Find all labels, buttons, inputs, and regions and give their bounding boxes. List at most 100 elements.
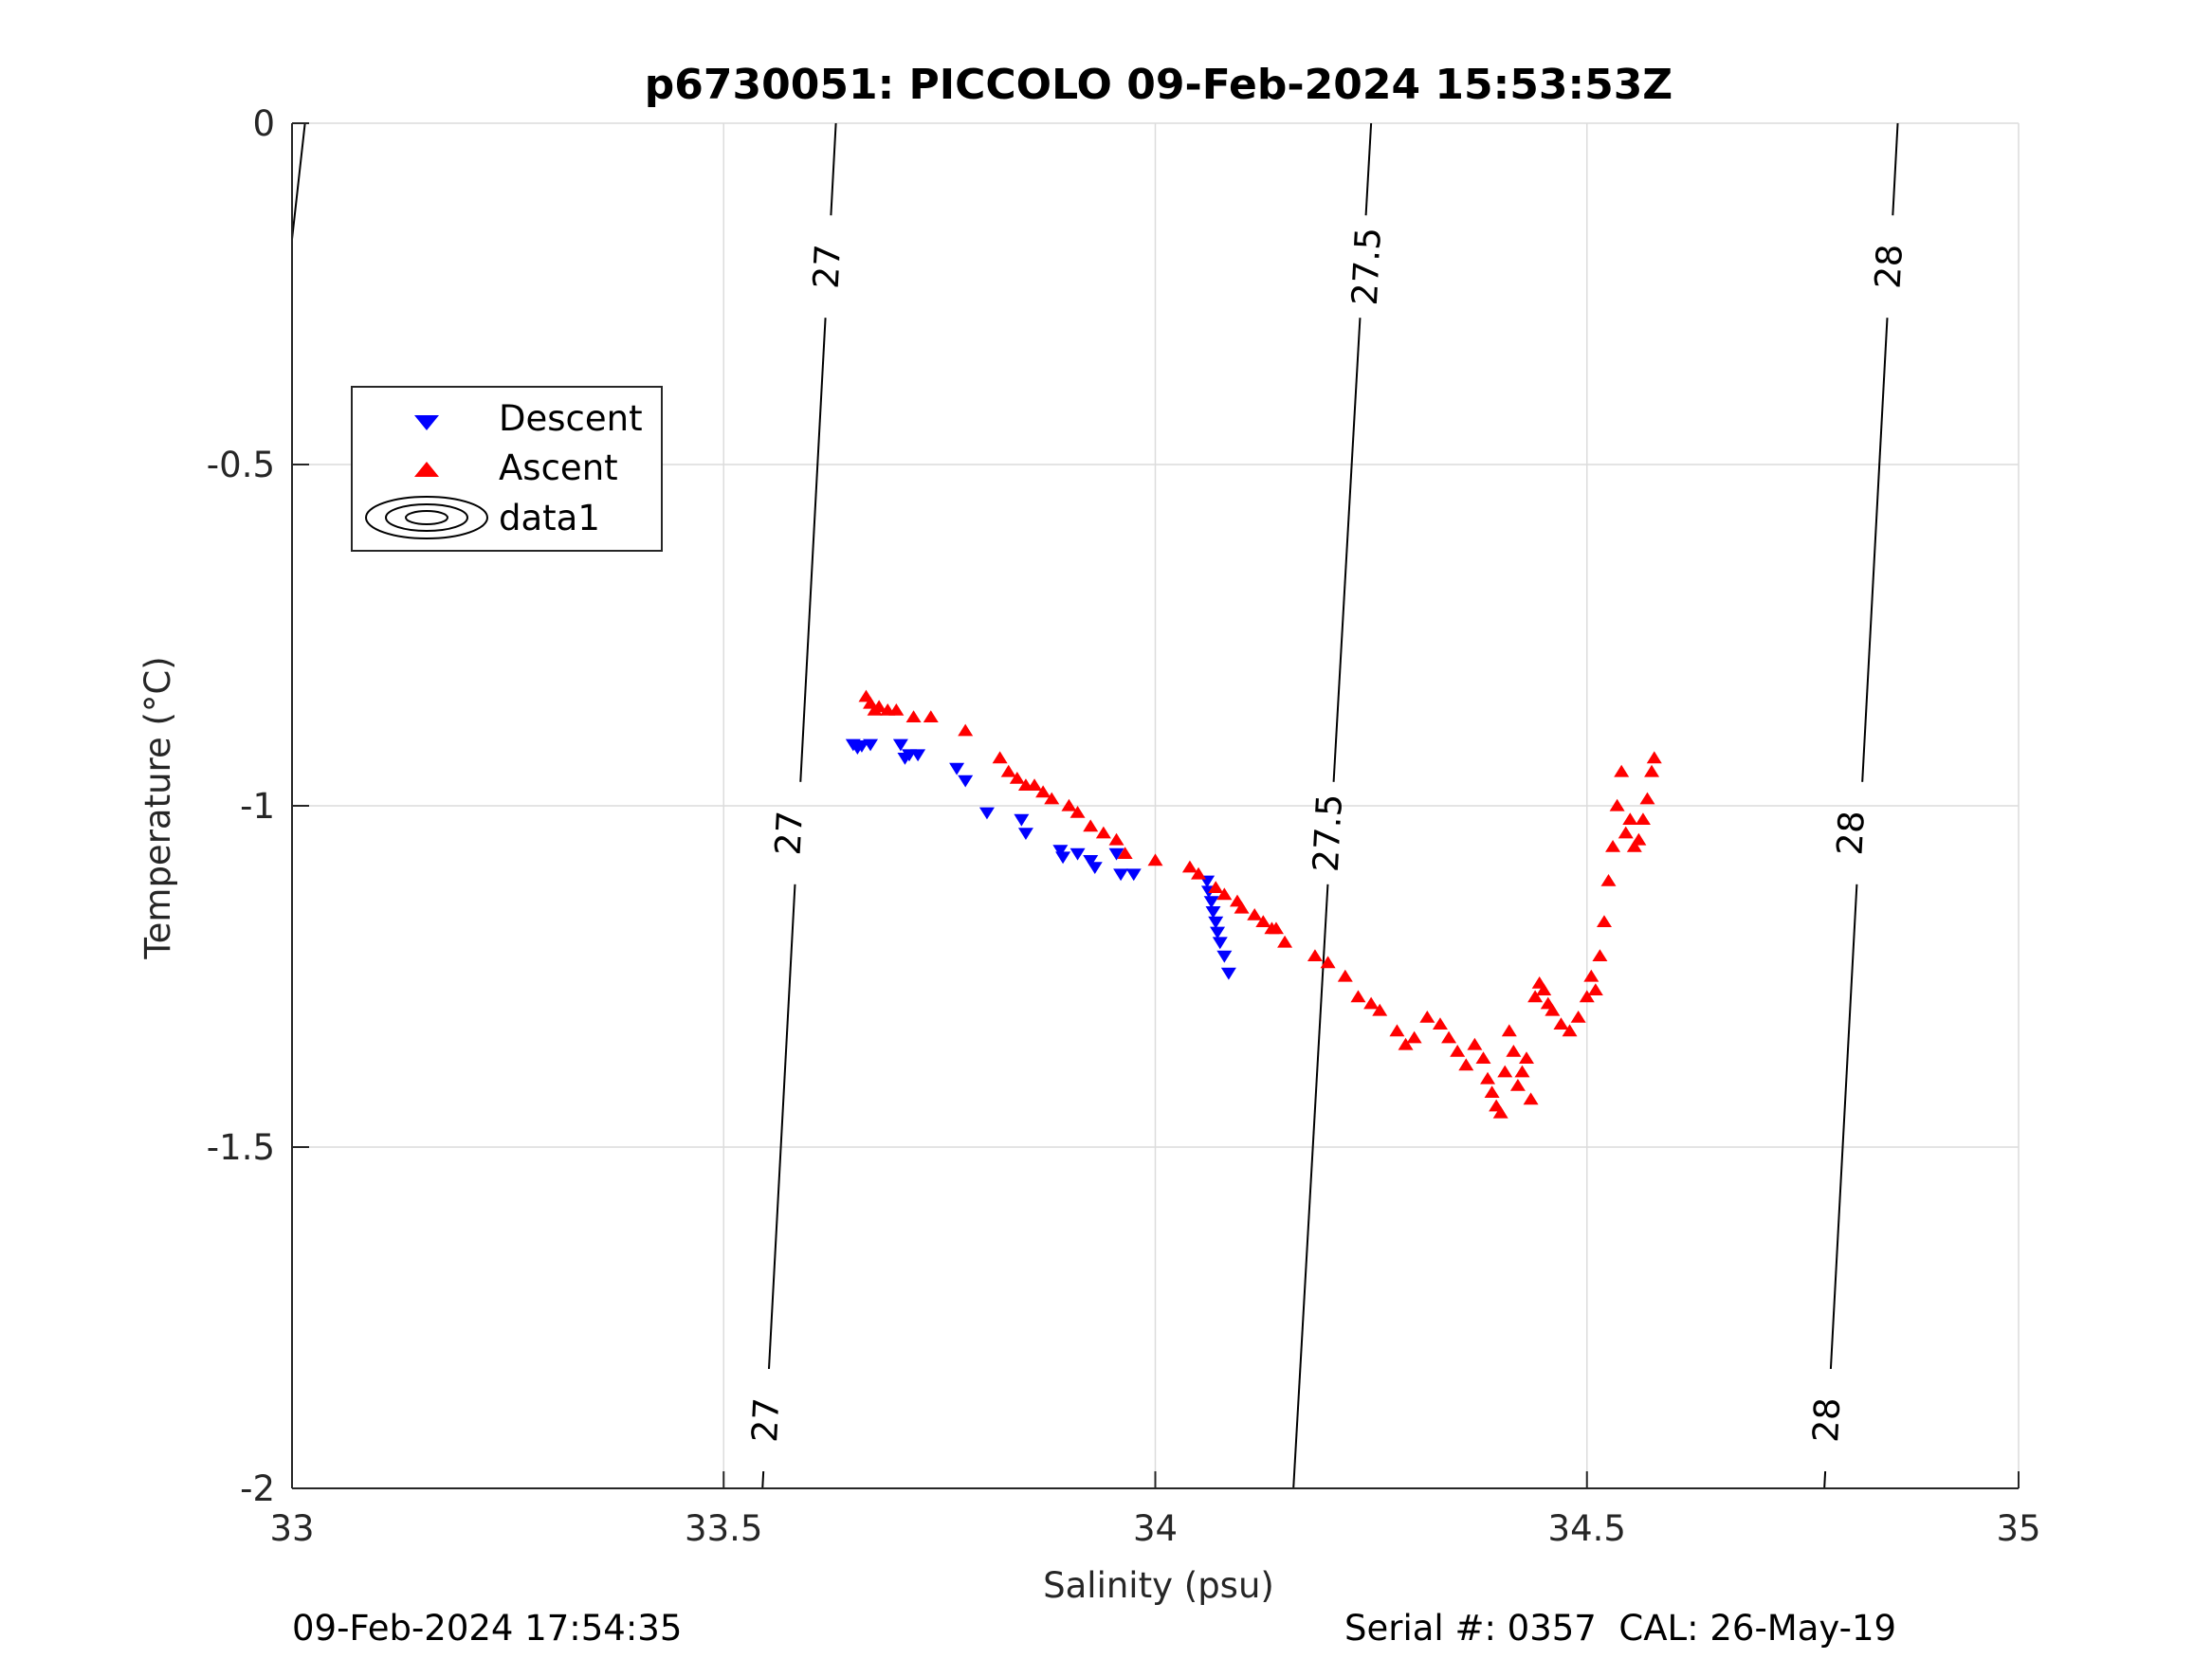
- descent-point: [1083, 855, 1099, 867]
- ascent-point: [905, 710, 922, 722]
- x-tick-label: 33.5: [685, 1508, 762, 1549]
- descent-point: [1210, 926, 1226, 939]
- ascent-point: [1480, 1071, 1496, 1085]
- x-axis-label: Salinity (psu): [1043, 1565, 1274, 1606]
- ascent-point: [1234, 901, 1250, 914]
- contour-line-27.5: [1332, 318, 1362, 782]
- ascent-point: [1009, 772, 1025, 784]
- y-tick-label: -2: [240, 1468, 275, 1509]
- descent-point: [958, 775, 974, 788]
- ascent-point: [1247, 908, 1263, 921]
- ascent-point: [1592, 949, 1608, 961]
- descent-point: [1108, 848, 1124, 861]
- ascent-point: [1609, 798, 1625, 811]
- ascent-point: [1527, 990, 1544, 1003]
- descent-point: [978, 807, 995, 820]
- ascent-point: [1061, 798, 1077, 811]
- ascent-point: [1147, 853, 1163, 866]
- y-axis-label: Temperature (°C): [137, 656, 178, 959]
- descent-point: [1205, 906, 1221, 919]
- ascent-point: [1108, 832, 1124, 846]
- descent-point: [1055, 851, 1071, 865]
- y-tick-label: -1: [240, 786, 275, 827]
- contour-label: 28: [1805, 1396, 1848, 1443]
- ascent-point: [1605, 840, 1621, 852]
- ascent-point: [1255, 915, 1271, 927]
- descent-marker-icon: [414, 415, 439, 430]
- ascent-point: [1562, 1024, 1578, 1037]
- contour-line-27.5: [1364, 122, 1373, 216]
- ascent-point: [1181, 860, 1197, 873]
- x-tick-label: 34.5: [1548, 1508, 1626, 1549]
- ascent-point: [1484, 1085, 1500, 1098]
- ascent-point: [1545, 1003, 1561, 1016]
- ascent-point: [1450, 1045, 1466, 1057]
- ascent-point: [1432, 1017, 1448, 1030]
- ascent-point: [1506, 1045, 1522, 1057]
- ascent-point: [1277, 935, 1293, 948]
- ascent-point: [1083, 819, 1099, 832]
- ascent-point: [958, 723, 974, 737]
- ascent-point: [1191, 866, 1207, 880]
- ascent-point: [1467, 1037, 1483, 1050]
- y-tick-label: -0.5: [207, 445, 275, 485]
- x-tick-label: 34: [1133, 1508, 1178, 1549]
- ascent-point: [1027, 778, 1043, 791]
- ascent-point: [1350, 990, 1366, 1003]
- descent-point: [910, 749, 926, 762]
- contour-line-edge: [291, 122, 306, 240]
- ascent-point: [1475, 1051, 1491, 1064]
- grid: [292, 122, 2020, 1488]
- ascent-point: [1208, 881, 1224, 893]
- descent-point: [1216, 950, 1233, 963]
- ascent-point: [1644, 764, 1660, 777]
- ascent-point: [1307, 949, 1323, 961]
- contour-line-27: [799, 318, 827, 782]
- footer-timestamp: 09-Feb-2024 17:54:35: [292, 1608, 683, 1649]
- descent-point: [1113, 868, 1129, 882]
- axes: [291, 122, 2020, 1489]
- descent-point: [1087, 862, 1103, 874]
- ascent-point: [1519, 1051, 1535, 1064]
- ascent-point: [1600, 874, 1617, 886]
- ascent-point: [1553, 1017, 1569, 1030]
- ascent-point: [1095, 826, 1111, 839]
- descent-point: [1069, 848, 1086, 861]
- descent-point: [1203, 896, 1219, 908]
- legend-box: [351, 386, 663, 552]
- x-tick-label: 35: [1996, 1508, 2040, 1549]
- ascent-point: [1492, 1105, 1508, 1119]
- ascent-point: [1631, 832, 1647, 846]
- footer-serial-cal: Serial #: 0357 CAL: 26-May-19: [1344, 1608, 1897, 1649]
- descent-point: [892, 738, 908, 752]
- chart-title: p6730051: PICCOLO 09-Feb-2024 15:53:53Z: [645, 61, 1673, 109]
- ascent-point: [1501, 1024, 1517, 1037]
- ascent-point: [1570, 1011, 1586, 1023]
- ascent-point: [1596, 915, 1612, 927]
- ascent-marker-icon: [414, 462, 439, 477]
- contour-label: 28: [1829, 810, 1872, 856]
- descent-point: [1208, 916, 1224, 929]
- descent-point: [1212, 937, 1228, 950]
- tick-labels: 33 33.5 34 34.5 35 0 -0.5 -1 -1.5 -2: [207, 103, 2041, 1549]
- legend-ascent-label: Ascent: [499, 447, 618, 488]
- contour-label: 27.5: [1344, 227, 1389, 307]
- descent-point: [949, 762, 965, 775]
- ascent-point: [1579, 990, 1595, 1003]
- y-tick-label: -1.5: [207, 1127, 275, 1168]
- ascent-point: [923, 710, 939, 722]
- ascent-point: [1389, 1024, 1405, 1037]
- ascent-point: [1372, 1003, 1388, 1016]
- contour-line-27: [761, 1470, 765, 1489]
- legend-descent-label: Descent: [499, 398, 643, 439]
- legend-data1-label: data1: [499, 498, 600, 538]
- descent-point: [1017, 828, 1033, 840]
- ascent-point: [1035, 785, 1051, 798]
- contour-line-28: [1892, 122, 1899, 216]
- descent-point: [1014, 813, 1030, 827]
- ascent-point: [1458, 1058, 1474, 1071]
- ascent-point: [1320, 956, 1336, 969]
- contour-line-27: [767, 884, 796, 1370]
- contour-label: 27: [744, 1396, 787, 1443]
- ascent-point: [1509, 1079, 1526, 1091]
